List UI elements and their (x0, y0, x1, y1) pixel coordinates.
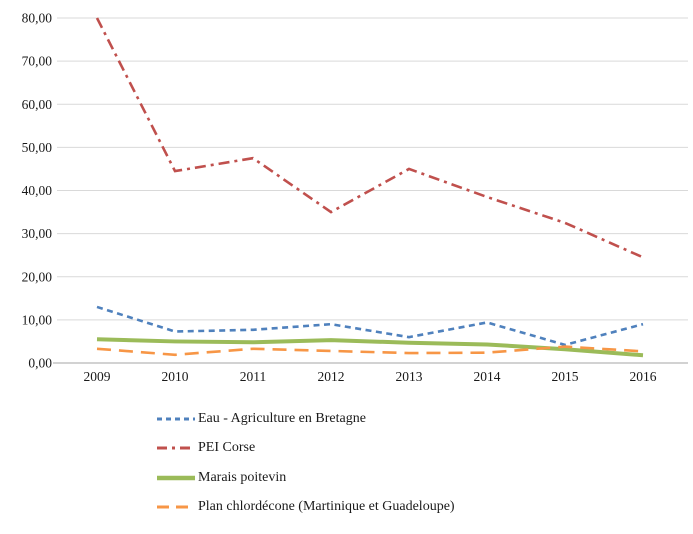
x-axis-tick-label: 2014 (474, 369, 501, 384)
y-axis-tick-label: 60,00 (22, 97, 53, 112)
x-axis-tick-label: 2010 (162, 369, 189, 384)
y-axis-tick-label: 10,00 (22, 312, 53, 327)
series-line (95, 17, 644, 259)
y-axis-tick-label: 70,00 (22, 54, 53, 69)
x-axis-tick-label: 2013 (396, 369, 423, 384)
x-axis-tick-label: 2009 (84, 369, 111, 384)
legend-swatch-dash-dot-line-icon (157, 446, 195, 450)
legend-item-pei-corse: PEI Corse (157, 434, 693, 464)
legend-swatch-solid-line-icon (157, 475, 195, 480)
x-axis-tick-label: 2011 (240, 369, 267, 384)
legend-label: Marais poitevin (198, 469, 287, 485)
y-axis-tick-label: 50,00 (22, 140, 53, 155)
legend-label: Plan chlordécone (Martinique et Guadelou… (198, 499, 455, 515)
y-axis-tick-label: 20,00 (22, 269, 53, 284)
legend-item-plan-chlordecone: Plan chlordécone (Martinique et Guadelou… (157, 493, 693, 523)
legend-item-marais-poitevin: Marais poitevin (157, 463, 693, 493)
y-axis-tick-label: 80,00 (22, 11, 53, 26)
y-axis-tick-label: 0,00 (28, 356, 52, 371)
legend-swatch-long-dash-line-icon (157, 505, 195, 509)
x-axis-tick-label: 2012 (318, 369, 345, 384)
series-line (96, 345, 644, 357)
x-axis-tick-label: 2016 (630, 369, 657, 384)
chart-legend: Eau - Agriculture en Bretagne PEI Corse … (157, 404, 693, 522)
x-axis-tick-label: 2015 (552, 369, 579, 384)
y-axis-tick-label: 30,00 (22, 226, 53, 241)
y-axis-tick-label: 40,00 (22, 183, 53, 198)
line-chart-plot-area: 0,00 10,00 20,00 30,00 40,00 50,00 60,00 70,00 8… (22, 11, 688, 384)
series-line (96, 337, 644, 358)
legend-label: Eau - Agriculture en Bretagne (198, 410, 366, 426)
legend-swatch-dashed-line-icon (157, 417, 195, 421)
legend-item-eau-agriculture-en-bretagne: Eau - Agriculture en Bretagne (157, 404, 693, 434)
legend-label: PEI Corse (198, 440, 256, 456)
series-line (96, 305, 644, 347)
